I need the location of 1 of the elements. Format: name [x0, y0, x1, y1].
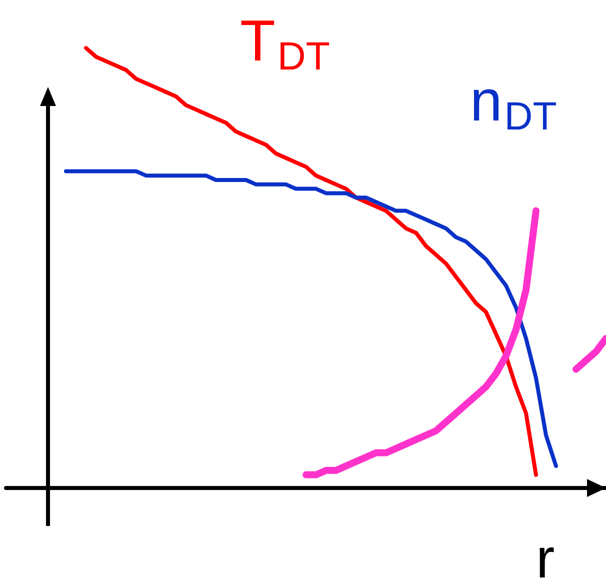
x-axis-title: r — [536, 526, 555, 587]
